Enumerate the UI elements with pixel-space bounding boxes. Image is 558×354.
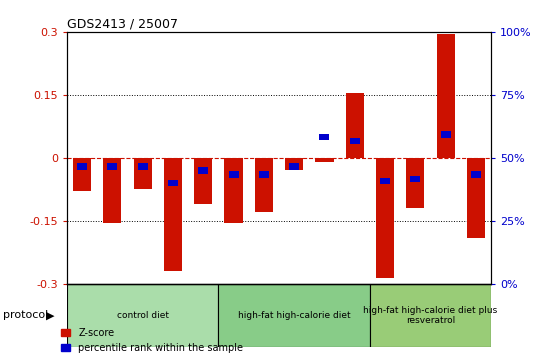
Bar [289,163,299,170]
Bar [77,163,87,170]
Bar [441,131,451,138]
Bar [350,138,360,144]
Text: protocol: protocol [3,310,48,320]
Text: high-fat high-calorie diet: high-fat high-calorie diet [238,311,350,320]
Bar [198,167,208,174]
Bar [218,284,370,347]
Bar [319,133,329,140]
Bar [194,158,213,204]
Bar [164,158,182,271]
Bar [224,158,243,223]
Bar [285,158,303,171]
Bar [370,284,491,347]
Text: high-fat high-calorie diet plus
resveratrol: high-fat high-calorie diet plus resverat… [363,306,498,325]
Bar [406,158,425,208]
Bar [345,93,364,158]
Bar [380,178,390,184]
Bar [168,180,178,187]
Bar [255,158,273,212]
Text: control diet: control diet [117,311,169,320]
Bar [133,158,152,189]
Bar [315,158,334,162]
Bar [229,171,239,178]
Bar [67,284,218,347]
Bar [436,34,455,158]
Bar [259,171,269,178]
Text: ▶: ▶ [46,310,55,320]
Bar [103,158,122,223]
Bar [467,158,485,238]
Bar [376,158,394,278]
Legend: Z-score, percentile rank within the sample: Z-score, percentile rank within the samp… [61,328,243,353]
Text: GDS2413 / 25007: GDS2413 / 25007 [67,18,178,31]
Bar [107,163,117,170]
Bar [138,163,148,170]
Bar [471,171,481,178]
Bar [410,176,420,182]
Bar [73,158,91,192]
